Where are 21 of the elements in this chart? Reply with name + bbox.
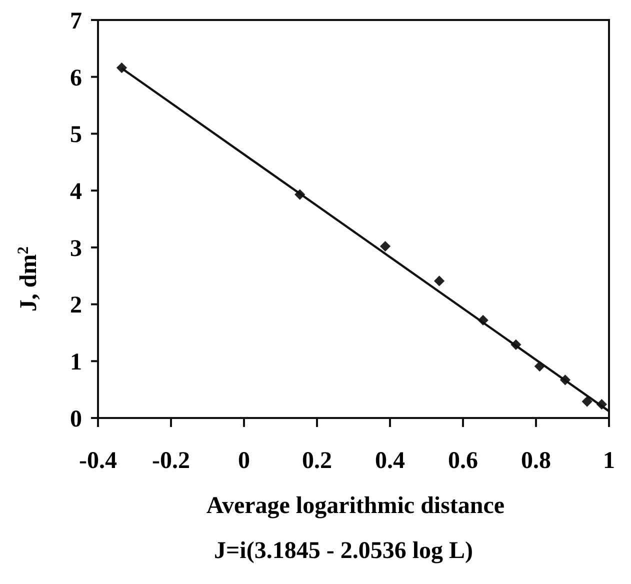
x-tick-label: 0.4 [375, 448, 405, 474]
x-tick-label: 0.8 [521, 448, 551, 474]
x-tick-label: 1 [603, 448, 615, 474]
x-tick-label: 0 [238, 448, 250, 474]
y-tick-label: 1 [70, 350, 82, 376]
y-tick-label: 2 [70, 292, 82, 319]
x-tick-label: -0.2 [152, 448, 190, 474]
y-tick-label: 3 [70, 236, 82, 262]
y-tick-label: 4 [70, 178, 82, 205]
point [582, 396, 592, 407]
x-tick-label: -0.4 [79, 448, 117, 474]
x-axis-title: Average logarithmic distance [206, 493, 505, 519]
y-tick-label: 6 [70, 65, 82, 92]
x-tick-label: 0.2 [302, 448, 332, 474]
y-tick-label: 0 [70, 406, 82, 432]
text: J=i(3.1845 - 2.0536 log L) [214, 538, 473, 564]
point [380, 240, 391, 252]
y-tick-label: 7 [70, 8, 82, 34]
y-tick-label: 5 [70, 122, 82, 148]
point [434, 276, 445, 286]
x-tick-label: 0.6 [448, 448, 478, 474]
